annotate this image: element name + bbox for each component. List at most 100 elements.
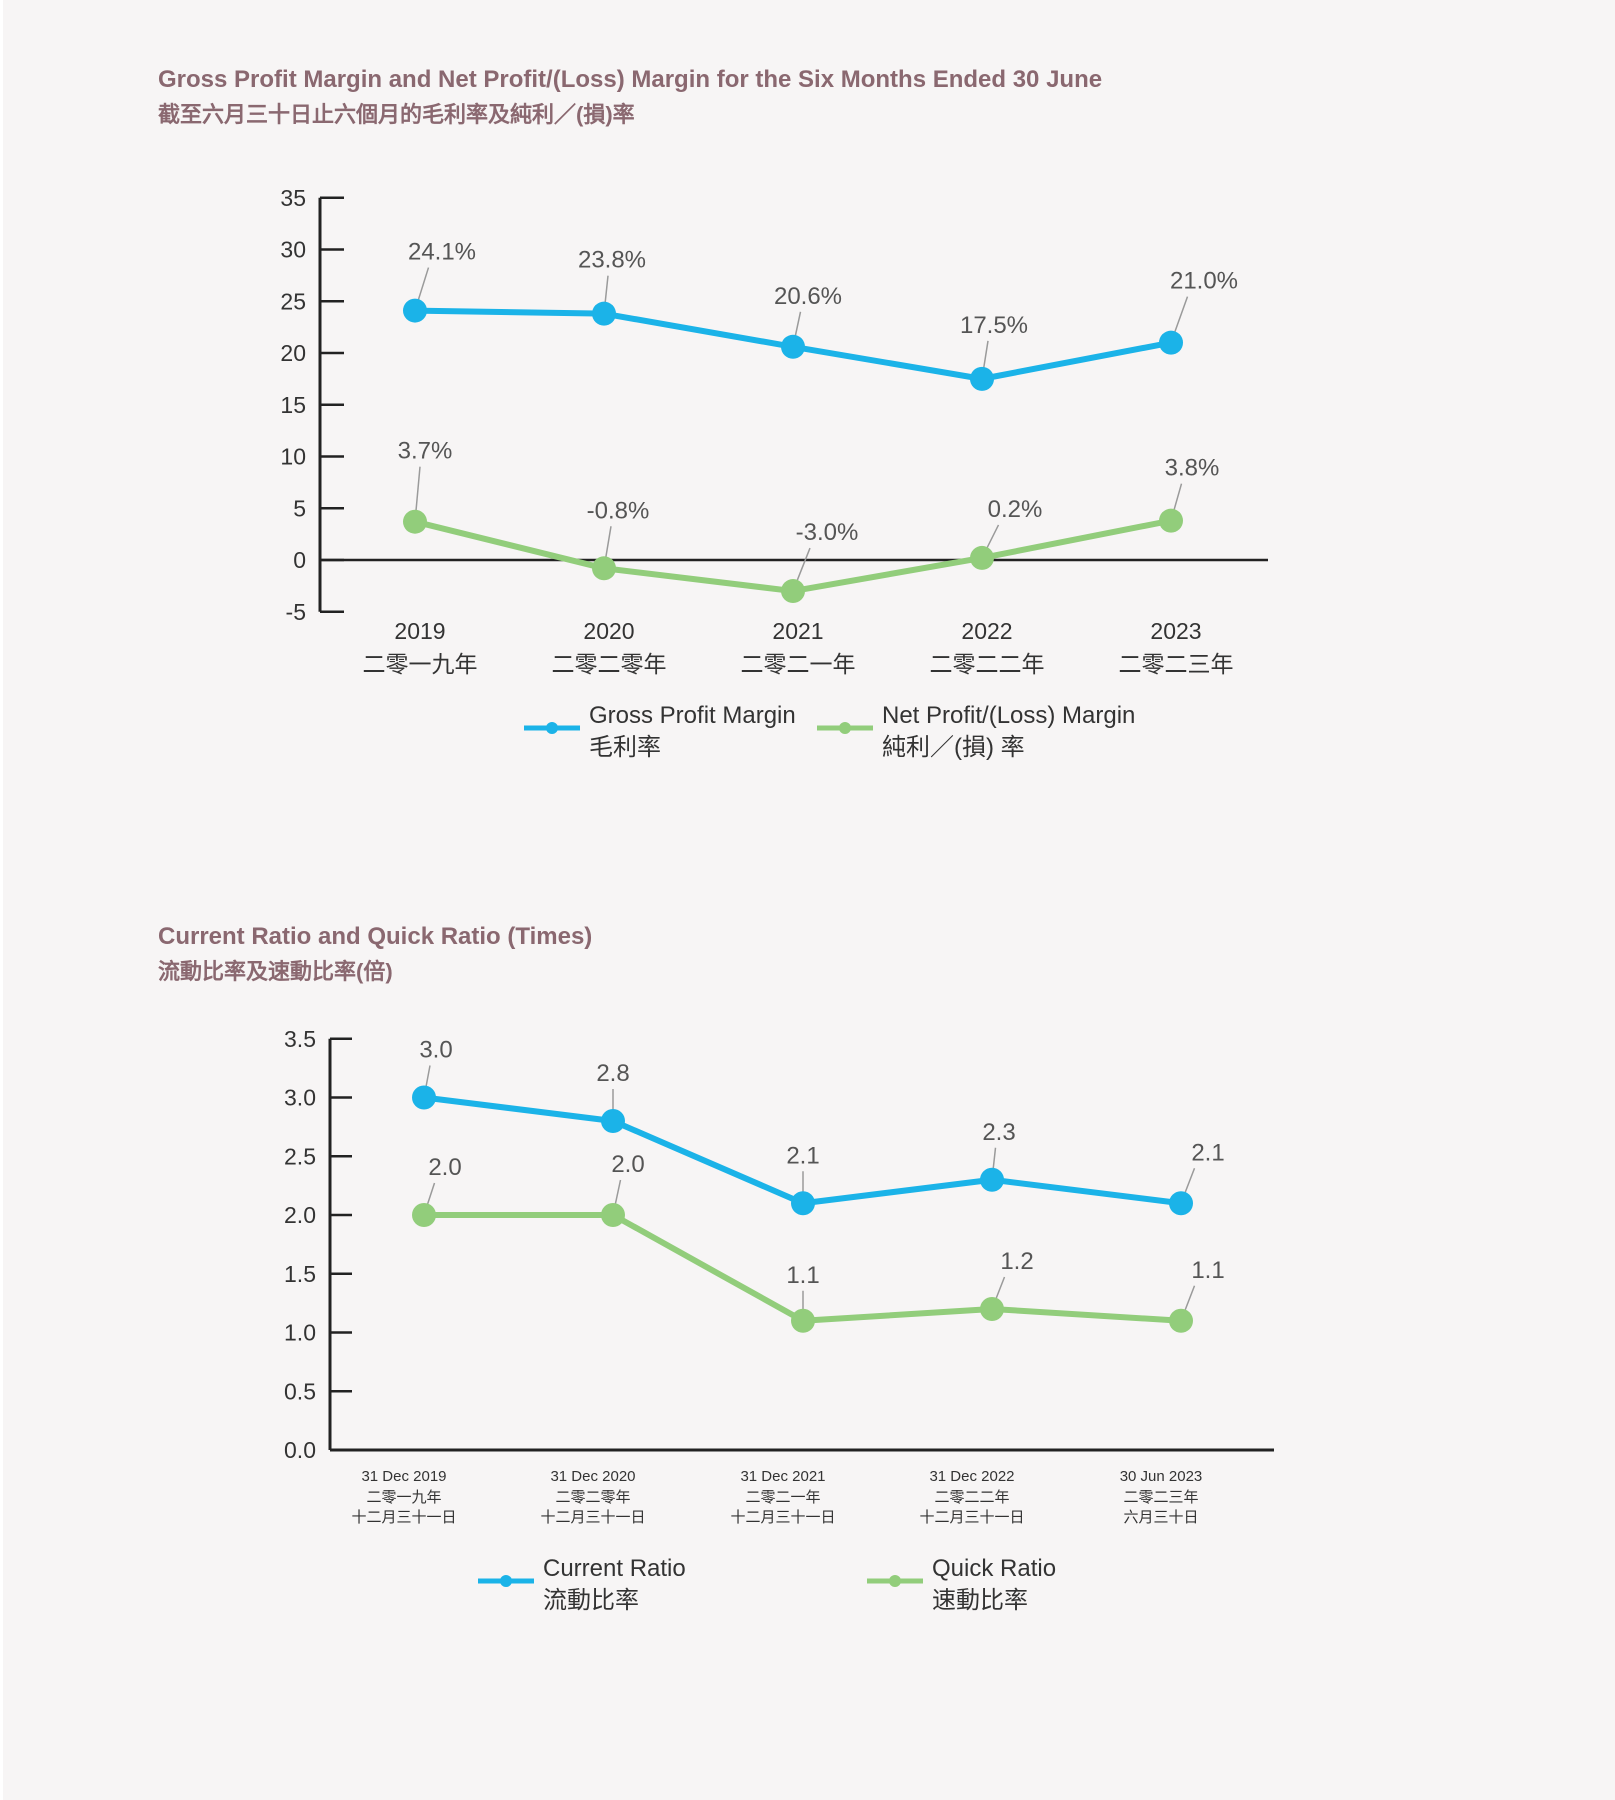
data-label: 2.3 — [982, 1119, 1015, 1146]
data-point — [781, 579, 805, 604]
data-label: 17.5% — [960, 312, 1028, 339]
data-point — [403, 509, 427, 534]
data-label: 1.1 — [786, 1262, 819, 1289]
data-label: 1.2 — [1000, 1248, 1033, 1275]
legend-label: Current Ratio — [543, 1555, 686, 1582]
data-point — [403, 298, 427, 323]
data-label: 3.0 — [419, 1037, 452, 1064]
data-label: 21.0% — [1170, 268, 1238, 295]
x-tick-label-zh: 二零二零年 — [552, 651, 667, 677]
x-tick-label: 2019 — [394, 618, 445, 644]
x-tick-label: 2023 — [1150, 618, 1201, 644]
x-tick-label-zh-date: 十二月三十一日 — [351, 1509, 456, 1526]
data-point — [1159, 508, 1183, 533]
x-tick-label-zh: 二零二三年 — [1119, 651, 1234, 677]
data-point — [601, 1203, 625, 1227]
data-label: 23.8% — [578, 247, 646, 274]
data-point — [592, 301, 616, 326]
data-label: 24.1% — [408, 239, 476, 266]
legend-swatch-dot — [889, 1575, 901, 1587]
x-tick-label-zh-date: 十二月三十一日 — [919, 1509, 1024, 1526]
y-tick-label: 0 — [293, 547, 306, 573]
page-edge — [0, 0, 3, 1800]
x-tick-label: 2020 — [583, 618, 634, 644]
legend-swatch-dot — [546, 722, 558, 734]
data-point — [592, 556, 616, 581]
x-tick-label-zh: 二零二二年 — [934, 1489, 1009, 1506]
data-point — [970, 366, 994, 391]
data-label: 1.1 — [1191, 1257, 1224, 1284]
data-label: 2.0 — [611, 1151, 644, 1178]
data-point — [980, 1297, 1004, 1321]
data-label: 2.1 — [786, 1142, 819, 1169]
y-tick-label: 0.0 — [284, 1437, 316, 1463]
legend-label: Quick Ratio — [932, 1555, 1056, 1582]
x-tick-label: 2021 — [772, 618, 823, 644]
data-point — [1169, 1308, 1193, 1333]
x-tick-label: 30 Jun 2023 — [1120, 1468, 1203, 1485]
data-point — [601, 1109, 625, 1133]
legend-label-zh: 速動比率 — [932, 1587, 1028, 1614]
data-label: 20.6% — [774, 283, 842, 310]
margin-chart: 35 30 25 20 15 10 5 0 -5 2019 二零一九年 2020 二零二零年 2021 二零… — [280, 185, 1268, 761]
y-tick-label: 5 — [293, 495, 306, 521]
y-tick-label: 1.5 — [284, 1261, 316, 1287]
legend-swatch-dot — [839, 722, 851, 734]
data-point — [970, 545, 994, 570]
data-label: 3.8% — [1165, 455, 1220, 482]
y-tick-label: 0.5 — [284, 1378, 316, 1404]
y-tick-label: 10 — [280, 444, 306, 470]
legend-label: Gross Profit Margin — [589, 702, 796, 729]
data-label: 2.8 — [596, 1060, 629, 1087]
x-tick-label-zh: 二零一九年 — [366, 1489, 441, 1506]
legend-label-zh: 流動比率 — [543, 1587, 639, 1614]
chart2-title: Current Ratio and Quick Ratio (Times) — [158, 923, 593, 950]
y-tick-label: -5 — [286, 599, 306, 625]
x-tick-label: 31 Dec 2021 — [740, 1468, 825, 1485]
ratio-chart: 3.5 3.0 2.5 2.0 1.5 1.0 0.5 0.0 31 Dec 2019 二零一九年… — [284, 1026, 1274, 1614]
x-tick-label-zh: 二零二一年 — [741, 651, 856, 677]
legend-swatch-dot — [500, 1575, 512, 1587]
y-tick-label: 25 — [280, 288, 306, 314]
x-tick-label-zh-date: 六月三十日 — [1123, 1509, 1198, 1526]
y-tick-label: 30 — [280, 237, 306, 263]
data-label: 2.0 — [428, 1154, 461, 1181]
data-point — [781, 334, 805, 359]
legend-label-zh: 毛利率 — [589, 734, 661, 761]
y-tick-label: 2.0 — [284, 1202, 316, 1228]
y-tick-label: 3.5 — [284, 1026, 316, 1052]
chart1-subtitle: 截至六月三十日止六個月的毛利率及純利／(損)率 — [158, 102, 635, 127]
y-tick-label: 20 — [280, 340, 306, 366]
data-label: -3.0% — [796, 519, 859, 546]
x-tick-label: 2022 — [961, 618, 1012, 644]
data-point — [1169, 1191, 1193, 1216]
x-tick-label-zh: 二零二一年 — [745, 1489, 820, 1506]
chart1-title: Gross Profit Margin and Net Profit/(Loss… — [158, 66, 1103, 93]
data-label: 2.1 — [1191, 1139, 1224, 1166]
x-tick-label-zh-date: 十二月三十一日 — [540, 1509, 645, 1526]
x-tick-label-zh: 二零一九年 — [363, 651, 478, 677]
legend-label: Net Profit/(Loss) Margin — [882, 702, 1135, 729]
y-tick-label: 3.0 — [284, 1085, 316, 1111]
data-label: 0.2% — [988, 496, 1043, 523]
y-tick-label: 2.5 — [284, 1143, 316, 1169]
chart2-subtitle: 流動比率及速動比率(倍) — [158, 959, 393, 984]
data-point — [1159, 330, 1183, 355]
y-tick-label: 15 — [280, 392, 306, 418]
x-tick-label-zh-date: 十二月三十一日 — [730, 1509, 835, 1526]
x-tick-label-zh: 二零二三年 — [1123, 1489, 1198, 1506]
x-tick-label: 31 Dec 2022 — [929, 1468, 1014, 1485]
data-point — [412, 1203, 436, 1227]
x-tick-label: 31 Dec 2020 — [550, 1468, 635, 1485]
data-point — [791, 1191, 815, 1216]
data-point — [980, 1167, 1004, 1192]
y-tick-label: 1.0 — [284, 1320, 316, 1346]
y-tick-label: 35 — [280, 185, 306, 211]
data-point — [791, 1308, 815, 1333]
data-label: 3.7% — [398, 438, 453, 465]
legend-label-zh: 純利／(損) 率 — [882, 734, 1025, 761]
x-tick-label-zh: 二零二零年 — [555, 1489, 630, 1506]
x-tick-label-zh: 二零二二年 — [930, 651, 1045, 677]
data-label: -0.8% — [587, 497, 650, 524]
data-point — [412, 1085, 436, 1110]
